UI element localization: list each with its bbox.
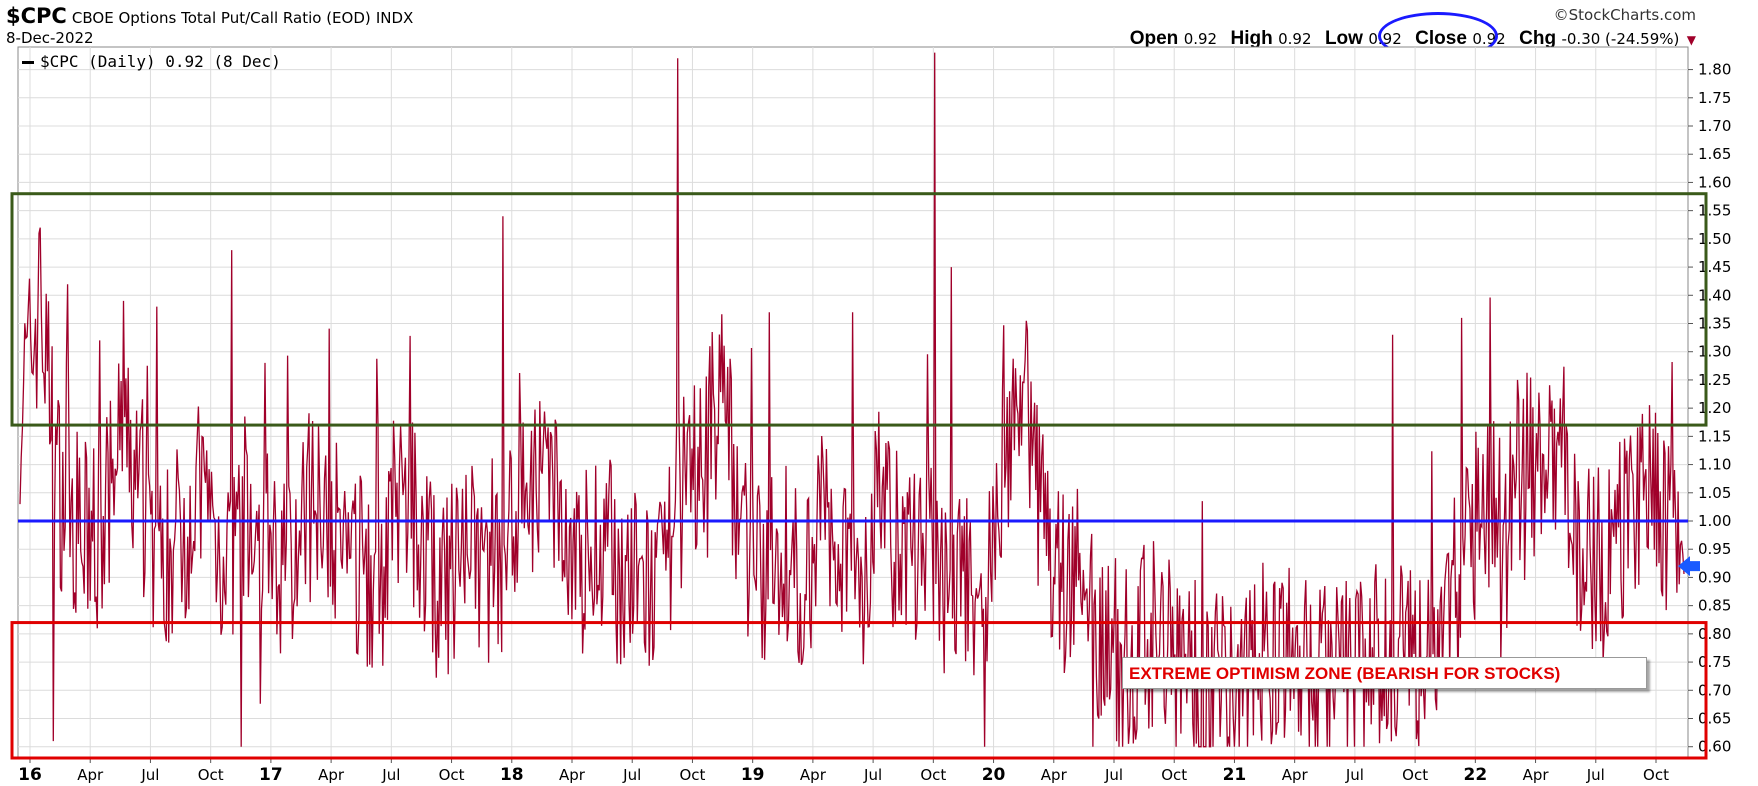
y-tick-label: 1.75 — [1698, 89, 1731, 107]
x-tick-label: Jul — [381, 766, 400, 784]
x-tick-label: Oct — [439, 766, 465, 784]
watermark: ©StockCharts.com — [1553, 6, 1696, 24]
y-tick-label: 0.60 — [1698, 738, 1731, 756]
title-line: $CPC CBOE Options Total Put/Call Ratio (… — [6, 4, 413, 28]
x-tick-label: Jul — [622, 766, 641, 784]
x-tick-label: 21 — [1223, 765, 1247, 785]
ticker-symbol: $CPC — [6, 4, 67, 28]
extreme-optimism-label: EXTREME OPTIMISM ZONE (BEARISH FOR STOCK… — [1122, 657, 1647, 689]
x-tick-label: Oct — [1402, 766, 1428, 784]
put-call-series-line — [19, 52, 1685, 748]
y-tick-label: 0.80 — [1698, 625, 1731, 643]
x-tick-label: 19 — [741, 765, 765, 785]
x-tick-label: Oct — [679, 766, 705, 784]
ohlc-readout: Open 0.92 High 0.92 Low 0.92 Close 0.92 … — [1130, 28, 1696, 50]
y-tick-label: 0.65 — [1698, 710, 1731, 728]
y-tick-label: 1.60 — [1698, 173, 1731, 191]
y-tick-label: 1.80 — [1698, 61, 1731, 79]
y-tick-label: 1.65 — [1698, 145, 1731, 163]
y-tick-label: 1.10 — [1698, 456, 1731, 474]
x-tick-label: Jul — [863, 766, 882, 784]
x-tick-label: Apr — [1523, 766, 1550, 784]
x-tick-label: 20 — [982, 765, 1006, 785]
series-legend: $CPC (Daily) 0.92 (8 Dec) — [22, 52, 281, 71]
x-tick-label: Oct — [1161, 766, 1187, 784]
y-tick-label: 0.95 — [1698, 540, 1731, 558]
x-tick-label: 16 — [18, 765, 42, 785]
x-tick-label: Apr — [559, 766, 586, 784]
y-tick-label: 0.90 — [1698, 568, 1731, 586]
chg-down-icon: ▼ — [1686, 33, 1696, 47]
y-tick-label: 1.70 — [1698, 117, 1731, 135]
x-tick-label: Apr — [77, 766, 104, 784]
y-tick-label: 1.20 — [1698, 399, 1731, 417]
x-tick-label: Apr — [800, 766, 827, 784]
last-value-arrow-icon — [1678, 556, 1700, 577]
index-name: CBOE Options Total Put/Call Ratio (EOD) — [71, 9, 371, 27]
y-tick-label: 1.05 — [1698, 484, 1731, 502]
open-label: Open — [1129, 28, 1179, 49]
x-tick-label: Apr — [1041, 766, 1068, 784]
extreme-pessimism-box — [10, 192, 1708, 427]
y-tick-label: 0.75 — [1698, 653, 1731, 671]
y-tick-label: 0.85 — [1698, 597, 1731, 615]
high-value: 0.92 — [1278, 30, 1312, 48]
chg-value: -0.30 (-24.59%) — [1561, 30, 1680, 48]
x-tick-label: Apr — [1282, 766, 1309, 784]
high-label: High — [1230, 28, 1273, 49]
x-tick-label: Jul — [1345, 766, 1364, 784]
y-tick-label: 0.70 — [1698, 681, 1731, 699]
low-label: Low — [1324, 28, 1363, 49]
y-tick-label: 1.30 — [1698, 343, 1731, 361]
y-tick-label: 1.50 — [1698, 230, 1731, 248]
chart-date: 8-Dec-2022 — [6, 29, 94, 47]
x-tick-label: 17 — [259, 765, 283, 785]
y-tick-label: 1.45 — [1698, 258, 1731, 276]
y-tick-label: 1.35 — [1698, 315, 1731, 333]
open-value: 0.92 — [1183, 30, 1218, 48]
y-tick-label: 1.40 — [1698, 286, 1731, 304]
x-tick-label: Jul — [140, 766, 159, 784]
x-tick-label: 18 — [500, 765, 524, 785]
x-tick-label: Oct — [198, 766, 224, 784]
legend-swatch — [22, 61, 34, 64]
chg-label: Chg — [1519, 28, 1557, 49]
y-tick-label: 1.25 — [1698, 371, 1731, 389]
y-tick-label: 1.15 — [1698, 427, 1731, 445]
x-tick-label: Jul — [1586, 766, 1605, 784]
extreme-optimism-box — [10, 621, 1708, 760]
x-tick-label: 22 — [1463, 765, 1487, 785]
legend-text: $CPC (Daily) 0.92 (8 Dec) — [40, 52, 281, 71]
x-tick-label: Apr — [318, 766, 345, 784]
x-tick-label: Oct — [1643, 766, 1669, 784]
x-tick-label: Jul — [1104, 766, 1123, 784]
y-tick-label: 1.00 — [1698, 512, 1731, 530]
x-tick-label: Oct — [920, 766, 946, 784]
exchange: INDX — [375, 9, 414, 27]
y-tick-label: 1.55 — [1698, 202, 1731, 220]
